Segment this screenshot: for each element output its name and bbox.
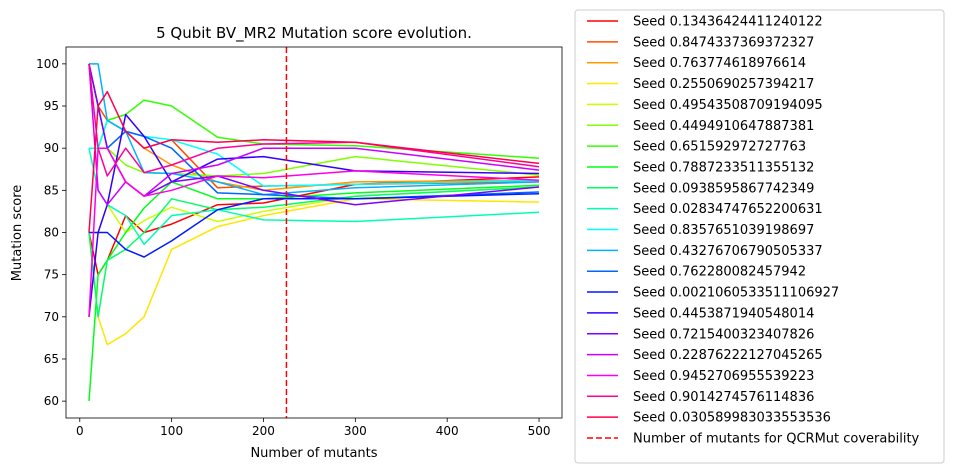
x-tick-label: 100 (160, 424, 183, 438)
x-tick-label: 0 (76, 424, 84, 438)
y-axis-label: Mutation score (10, 185, 25, 281)
series-line-16 (88, 63, 540, 206)
legend-label-19: Seed 0.9014274576114836 (633, 390, 814, 405)
y-tick-label: 90 (44, 141, 59, 155)
legend-box (574, 9, 945, 464)
legend-label-16: Seed 0.7215400323407826 (633, 327, 814, 342)
y-tick-label: 70 (44, 310, 59, 324)
series-line-18 (88, 147, 540, 317)
legend-label-3: Seed 0.763774618976614 (633, 56, 806, 71)
y-tick-label: 65 (44, 352, 59, 366)
series-line-15 (88, 113, 540, 317)
legend-label-5: Seed 0.49543508709194095 (633, 98, 823, 113)
y-tick-label: 80 (44, 226, 59, 240)
series-line-4 (88, 198, 540, 346)
legend-label-vline: Number of mutants for QCRMut coverabilit… (633, 432, 920, 447)
legend-label-11: Seed 0.8357651039198697 (633, 223, 814, 238)
legend-label-20: Seed 0.030589983033553536 (633, 411, 831, 426)
legend-label-10: Seed 0.02834747652200631 (633, 202, 823, 217)
y-tick-label: 95 (44, 99, 59, 113)
x-tick-label: 200 (252, 424, 275, 438)
legend-label-18: Seed 0.9452706955539223 (633, 369, 814, 384)
series-line-11 (89, 119, 540, 187)
chart-title: 5 Qubit BV_MR2 Mutation score evolution. (156, 24, 472, 43)
x-tick-label: 300 (344, 424, 367, 438)
series-line-20 (88, 90, 540, 233)
legend: Seed 0.13436424411240122 Seed 0.847433736… (574, 9, 945, 464)
series-line-12 (89, 63, 540, 196)
legend-label-15: Seed 0.4453871940548014 (633, 306, 814, 321)
x-tick-label: 400 (436, 424, 459, 438)
legend-label-8: Seed 0.7887233511355132 (633, 160, 814, 175)
legend-label-17: Seed 0.22876222127045265 (633, 348, 823, 363)
legend-label-6: Seed 0.4494910647887381 (633, 119, 814, 134)
y-tick-label: 100 (36, 57, 59, 71)
series-line-19 (88, 63, 540, 177)
legend-label-12: Seed 0.43276706790505337 (633, 244, 823, 259)
y-tick-label: 60 (44, 394, 59, 408)
series-line-7 (89, 99, 540, 160)
series-line-8 (88, 181, 540, 402)
legend-label-2: Seed 0.8474337369372327 (633, 35, 814, 50)
legend-label-14: Seed 0.0021060533511106927 (633, 286, 839, 301)
x-axis-label: Number of mutants (250, 446, 377, 461)
legend-label-4: Seed 0.2550690257394217 (633, 77, 814, 92)
series-line-14 (89, 192, 540, 258)
x-tick-label: 500 (528, 424, 551, 438)
plot-area: 0 100 200 300 400 500 60 65 70 75 80 85 90 95 100 (36, 46, 563, 438)
legend-label-7: Seed 0.651592972727763 (633, 140, 806, 155)
series-line-9 (88, 186, 540, 318)
legend-label-9: Seed 0.0938595867742349 (633, 181, 814, 196)
series-line-17 (88, 63, 540, 206)
legend-label-1: Seed 0.13436424411240122 (633, 15, 823, 30)
y-tick-label: 75 (44, 268, 59, 282)
series-line-13 (88, 63, 540, 200)
y-tick-label: 85 (44, 183, 59, 197)
legend-label-13: Seed 0.762280082457942 (633, 265, 806, 280)
